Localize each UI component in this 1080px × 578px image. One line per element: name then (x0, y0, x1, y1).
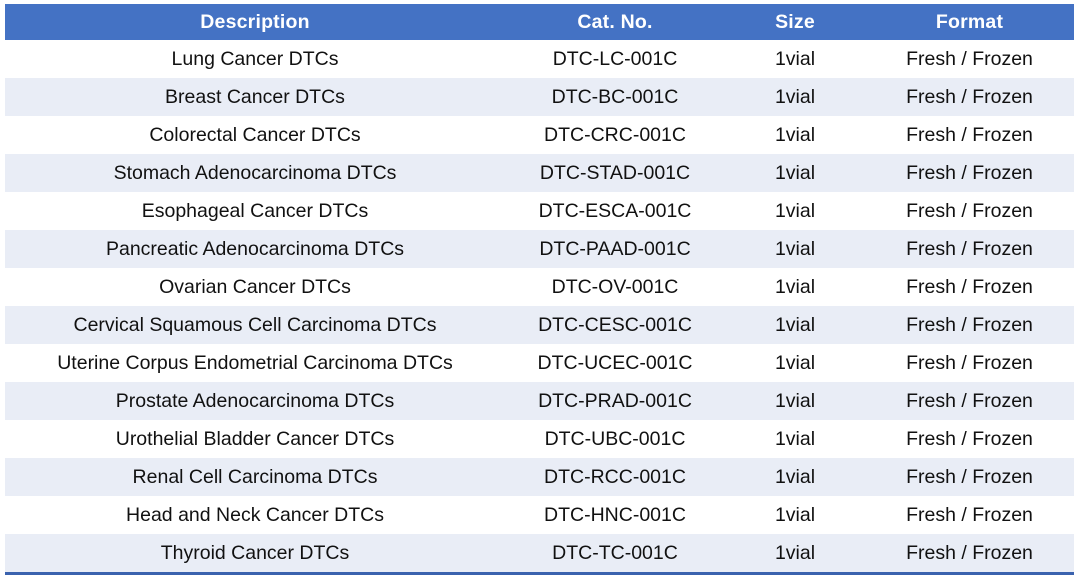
cell-format: Fresh / Frozen (865, 420, 1074, 458)
cell-cat-no: DTC-PRAD-001C (505, 382, 725, 420)
cell-cat-no: DTC-STAD-001C (505, 154, 725, 192)
cell-description: Uterine Corpus Endometrial Carcinoma DTC… (5, 344, 505, 382)
cell-size: 1vial (725, 78, 865, 116)
cell-format: Fresh / Frozen (865, 268, 1074, 306)
cell-cat-no: DTC-LC-001C (505, 40, 725, 78)
product-catalog-table: Description Cat. No. Size Format Lung Ca… (5, 4, 1074, 575)
table-row: Colorectal Cancer DTCs DTC-CRC-001C 1vial F… (5, 116, 1074, 154)
cell-size: 1vial (725, 192, 865, 230)
cell-format: Fresh / Frozen (865, 382, 1074, 420)
cell-cat-no: DTC-OV-001C (505, 268, 725, 306)
header-row: Description Cat. No. Size Format (5, 4, 1074, 40)
table-header: Description Cat. No. Size Format (5, 4, 1074, 40)
cell-size: 1vial (725, 154, 865, 192)
column-header-format: Format (865, 4, 1074, 40)
table-row: Renal Cell Carcinoma DTCs DTC-RCC-001C 1vi… (5, 458, 1074, 496)
cell-size: 1vial (725, 230, 865, 268)
cell-description: Breast Cancer DTCs (5, 78, 505, 116)
cell-description: Thyroid Cancer DTCs (5, 534, 505, 574)
cell-description: Stomach Adenocarcinoma DTCs (5, 154, 505, 192)
cell-description: Lung Cancer DTCs (5, 40, 505, 78)
cell-size: 1vial (725, 40, 865, 78)
table-row: Urothelial Bladder Cancer DTCs DTC-UBC-00… (5, 420, 1074, 458)
column-header-description: Description (5, 4, 505, 40)
cell-cat-no: DTC-ESCA-001C (505, 192, 725, 230)
cell-cat-no: DTC-HNC-001C (505, 496, 725, 534)
table-row: Ovarian Cancer DTCs DTC-OV-001C 1vial Fresh… (5, 268, 1074, 306)
table-row: Lung Cancer DTCs DTC-LC-001C 1vial Fresh / … (5, 40, 1074, 78)
cell-format: Fresh / Frozen (865, 116, 1074, 154)
table-row: Uterine Corpus Endometrial Carcinoma DTC… (5, 344, 1074, 382)
cell-description: Renal Cell Carcinoma DTCs (5, 458, 505, 496)
cell-description: Prostate Adenocarcinoma DTCs (5, 382, 505, 420)
cell-size: 1vial (725, 382, 865, 420)
table-row: Head and Neck Cancer DTCs DTC-HNC-001C 1vi… (5, 496, 1074, 534)
cell-format: Fresh / Frozen (865, 344, 1074, 382)
cell-cat-no: DTC-CRC-001C (505, 116, 725, 154)
table-row: Cervical Squamous Cell Carcinoma DTCs DTC… (5, 306, 1074, 344)
cell-size: 1vial (725, 458, 865, 496)
column-header-cat-no: Cat. No. (505, 4, 725, 40)
cell-description: Pancreatic Adenocarcinoma DTCs (5, 230, 505, 268)
cell-cat-no: DTC-UCEC-001C (505, 344, 725, 382)
cell-format: Fresh / Frozen (865, 78, 1074, 116)
table-row: Esophageal Cancer DTCs DTC-ESCA-001C 1vial… (5, 192, 1074, 230)
table-row: Stomach Adenocarcinoma DTCs DTC-STAD-001C… (5, 154, 1074, 192)
cell-size: 1vial (725, 420, 865, 458)
cell-format: Fresh / Frozen (865, 306, 1074, 344)
cell-format: Fresh / Frozen (865, 230, 1074, 268)
cell-size: 1vial (725, 268, 865, 306)
cell-size: 1vial (725, 344, 865, 382)
cell-description: Head and Neck Cancer DTCs (5, 496, 505, 534)
cell-cat-no: DTC-BC-001C (505, 78, 725, 116)
cell-format: Fresh / Frozen (865, 192, 1074, 230)
table-body: Lung Cancer DTCs DTC-LC-001C 1vial Fresh / … (5, 40, 1074, 574)
cell-format: Fresh / Frozen (865, 40, 1074, 78)
cell-size: 1vial (725, 496, 865, 534)
cell-cat-no: DTC-UBC-001C (505, 420, 725, 458)
cell-size: 1vial (725, 534, 865, 574)
cell-cat-no: DTC-CESC-001C (505, 306, 725, 344)
cell-description: Cervical Squamous Cell Carcinoma DTCs (5, 306, 505, 344)
cell-description: Esophageal Cancer DTCs (5, 192, 505, 230)
cell-cat-no: DTC-RCC-001C (505, 458, 725, 496)
table-row: Breast Cancer DTCs DTC-BC-001C 1vial Fresh … (5, 78, 1074, 116)
cell-description: Urothelial Bladder Cancer DTCs (5, 420, 505, 458)
table-row: Prostate Adenocarcinoma DTCs DTC-PRAD-001… (5, 382, 1074, 420)
cell-cat-no: DTC-PAAD-001C (505, 230, 725, 268)
cell-format: Fresh / Frozen (865, 496, 1074, 534)
cell-format: Fresh / Frozen (865, 154, 1074, 192)
column-header-size: Size (725, 4, 865, 40)
cell-size: 1vial (725, 306, 865, 344)
cell-format: Fresh / Frozen (865, 458, 1074, 496)
cell-cat-no: DTC-TC-001C (505, 534, 725, 574)
table-row: Pancreatic Adenocarcinoma DTCs DTC-PAAD-0… (5, 230, 1074, 268)
cell-size: 1vial (725, 116, 865, 154)
cell-description: Colorectal Cancer DTCs (5, 116, 505, 154)
table-row: Thyroid Cancer DTCs DTC-TC-001C 1vial Fresh… (5, 534, 1074, 574)
cell-description: Ovarian Cancer DTCs (5, 268, 505, 306)
cell-format: Fresh / Frozen (865, 534, 1074, 574)
